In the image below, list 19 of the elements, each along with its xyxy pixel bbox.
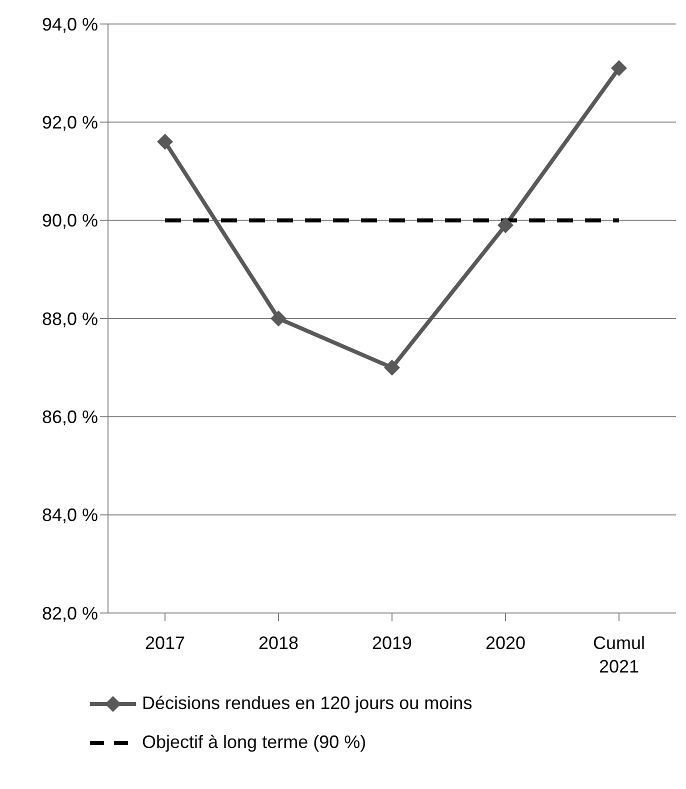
x-tick-label: 2017 xyxy=(144,633,186,654)
y-tick-label: 84,0 % xyxy=(42,505,98,526)
x-tick-label: 2020 xyxy=(485,633,526,654)
y-tick-label: 92,0 % xyxy=(42,112,98,133)
point xyxy=(498,217,514,234)
x-tick-label: 2018 xyxy=(258,633,299,654)
x-tick-label: 2019 xyxy=(372,633,412,654)
legend-label: Objectif à long terme (90 %) xyxy=(142,732,366,753)
y-tick-label: 88,0 % xyxy=(42,308,98,329)
point xyxy=(611,60,627,76)
legend-label: Décisions rendues en 120 jours ou moins xyxy=(142,693,472,714)
y-tick-label: 82,0 % xyxy=(42,603,98,624)
point xyxy=(157,134,173,150)
y-tick-label: 90,0 % xyxy=(42,210,98,231)
y-tick-label: 86,0 % xyxy=(42,407,98,428)
y-tick-label: 94,0 % xyxy=(42,14,98,34)
point xyxy=(384,360,400,376)
x-tick-label: Cumul 2021 xyxy=(592,633,646,677)
point xyxy=(270,310,286,326)
